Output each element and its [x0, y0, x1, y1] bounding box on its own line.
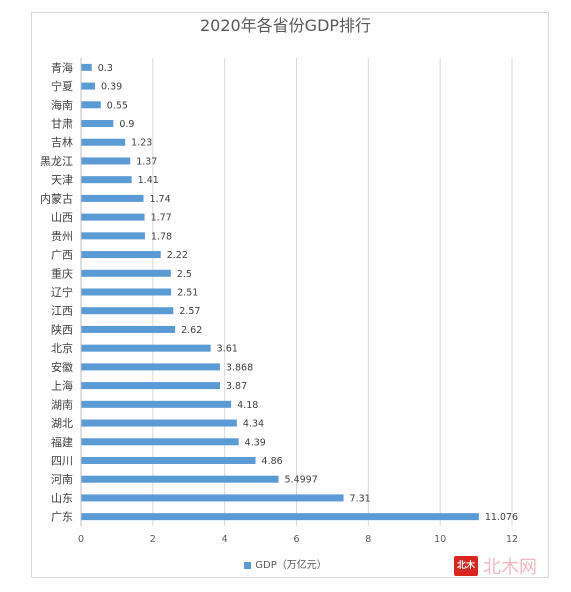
x-tick-label: 12 — [506, 534, 518, 545]
bar — [81, 232, 145, 240]
x-tick-label: 0 — [78, 534, 84, 545]
data-label: 2.51 — [177, 288, 198, 299]
category-label: 海南 — [51, 98, 73, 112]
category-label: 福建 — [51, 435, 73, 449]
category-label: 广西 — [51, 249, 73, 262]
bar — [81, 157, 131, 165]
category-label: 宁夏 — [51, 79, 73, 93]
data-label: 2.57 — [179, 306, 200, 317]
category-label: 河南 — [51, 473, 73, 486]
data-label: 4.86 — [262, 456, 283, 467]
bar — [81, 194, 144, 202]
category-label: 青海 — [51, 60, 73, 74]
category-label: 陕西 — [51, 322, 73, 336]
data-label: 2.22 — [167, 250, 188, 261]
category-label: 湖北 — [51, 417, 73, 430]
data-label: 0.39 — [101, 82, 122, 93]
bar — [81, 101, 101, 109]
x-tick-label: 2 — [150, 534, 156, 545]
data-label: 3.61 — [217, 344, 238, 355]
category-label: 吉林 — [51, 135, 73, 149]
x-tick-label: 4 — [222, 534, 228, 545]
category-label: 山东 — [51, 492, 73, 505]
data-label: 3.868 — [226, 362, 253, 373]
bar — [81, 82, 96, 90]
category-label: 上海 — [51, 379, 73, 393]
data-label: 0.9 — [119, 119, 134, 130]
watermark-logo: 北木 — [454, 556, 478, 576]
category-label: 湖南 — [51, 398, 73, 411]
watermark-text: 北木网 — [483, 557, 537, 578]
data-label: 1.74 — [149, 194, 170, 205]
bar — [81, 251, 161, 259]
data-label: 1.41 — [138, 175, 159, 186]
bar — [81, 176, 132, 184]
category-label: 山西 — [51, 211, 73, 224]
category-label: 重庆 — [51, 266, 73, 280]
bar — [81, 213, 145, 221]
bar — [81, 325, 176, 333]
data-label: 1.23 — [131, 138, 152, 149]
x-tick-label: 8 — [365, 534, 371, 545]
bar — [81, 269, 171, 277]
category-label: 辽宁 — [51, 285, 73, 299]
bar — [81, 63, 92, 71]
bar — [81, 475, 279, 483]
category-label: 贵州 — [51, 230, 73, 243]
bar — [81, 120, 114, 128]
category-label: 四川 — [51, 454, 73, 467]
data-label: 4.34 — [243, 419, 264, 430]
category-label: 江西 — [51, 305, 73, 318]
bar — [81, 138, 126, 146]
data-label: 3.87 — [226, 381, 247, 392]
bar — [81, 438, 239, 446]
bar — [81, 419, 237, 427]
legend-label: GDP（万亿元） — [255, 560, 327, 571]
bar — [81, 288, 172, 296]
data-label: 1.78 — [151, 231, 172, 242]
data-label: 4.18 — [237, 400, 258, 411]
bar — [81, 382, 220, 390]
x-tick-label: 6 — [293, 534, 299, 545]
bar — [81, 344, 211, 352]
bar — [81, 307, 174, 315]
watermark: 北木 北木网 — [454, 553, 537, 579]
data-label: 1.77 — [151, 213, 172, 224]
bar — [81, 400, 232, 408]
category-label: 广东 — [51, 511, 73, 524]
category-label: 内蒙古 — [40, 191, 73, 205]
category-label: 天津 — [51, 174, 73, 187]
data-label: 0.3 — [98, 63, 113, 74]
data-label: 5.4997 — [285, 475, 318, 486]
data-label: 2.62 — [181, 325, 202, 336]
data-label: 11.076 — [485, 512, 518, 523]
data-label: 4.39 — [245, 437, 266, 448]
category-label: 北京 — [51, 341, 73, 355]
category-label: 甘肃 — [51, 118, 73, 131]
data-label: 0.55 — [107, 100, 128, 111]
category-label: 黑龙江 — [40, 155, 73, 168]
x-tick-label: 10 — [434, 534, 446, 545]
bar — [81, 456, 256, 464]
category-label: 安徽 — [51, 360, 73, 374]
data-label: 1.37 — [136, 156, 157, 167]
bar — [81, 363, 220, 371]
legend: GDP（万亿元） — [0, 556, 571, 571]
bar — [81, 513, 479, 521]
legend-swatch — [244, 561, 252, 569]
chart-title: 2020年各省份GDP排行 — [199, 16, 372, 35]
bar — [81, 494, 344, 502]
data-label: 2.5 — [177, 269, 192, 280]
data-label: 7.31 — [350, 493, 371, 504]
